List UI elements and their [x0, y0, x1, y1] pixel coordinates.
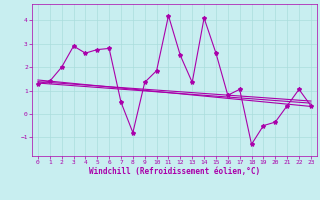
X-axis label: Windchill (Refroidissement éolien,°C): Windchill (Refroidissement éolien,°C)	[89, 167, 260, 176]
